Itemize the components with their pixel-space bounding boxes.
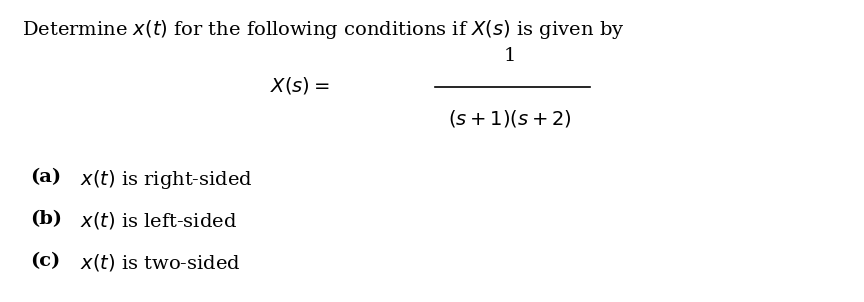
Text: $X(s) =$: $X(s) =$ [270,75,330,95]
Text: (b): (b) [30,210,62,228]
Text: $(s + 1)(s + 2)$: $(s + 1)(s + 2)$ [448,108,572,129]
Text: (c): (c) [30,252,60,270]
Text: Determine $x(t)$ for the following conditions if $X(s)$ is given by: Determine $x(t)$ for the following condi… [22,18,625,41]
Text: $x(t)$ is left-sided: $x(t)$ is left-sided [80,210,237,231]
Text: 1: 1 [504,47,516,65]
Text: $x(t)$ is two-sided: $x(t)$ is two-sided [80,252,240,273]
Text: (a): (a) [30,168,61,186]
Text: $x(t)$ is right-sided: $x(t)$ is right-sided [80,168,253,191]
